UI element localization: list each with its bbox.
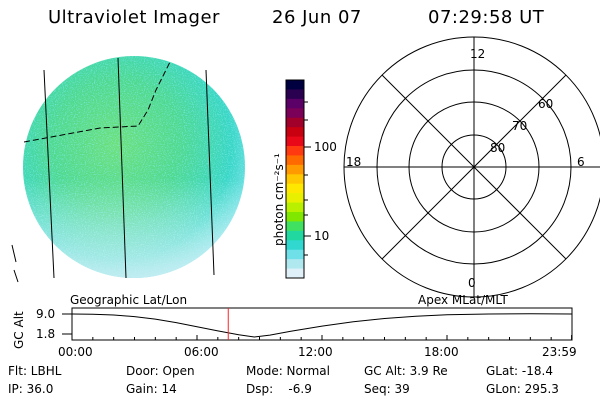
colorbar-swatch [286,183,304,194]
mlat-label-60: 60 [538,97,554,111]
dsp-info: Dsp: -6.9 [246,382,312,396]
colorbar-swatch [286,98,304,109]
mlt-label-12: 12 [470,47,486,61]
colorbar-swatch [286,193,304,204]
colorbar-swatch [286,202,304,213]
apex-label: Apex MLat/MLT [418,293,508,307]
colorbar-swatch [286,146,304,156]
gc-alt-axis-label: GC Alt [12,311,26,349]
colorbar-swatch [286,108,304,119]
colorbar-swatch [286,212,304,222]
instrument-title: Ultraviolet Imager [48,7,220,28]
colorbar-border [285,79,305,279]
geographic-label: Geographic Lat/Lon [70,293,188,307]
mlat-label-80: 80 [490,141,506,155]
glon-info: GLon: 295.3 [486,382,559,396]
y-min-label: 1.8 [36,327,56,341]
colorbar-swatch [286,240,304,251]
colorbar-swatch [286,230,304,241]
mlt-label-18: 18 [346,155,362,169]
colorbar [285,79,305,279]
gain-info: Gain: 14 [126,382,177,396]
mlat-label-70: 70 [512,119,528,133]
tick-label-0000: 00:00 [58,345,93,359]
colorbar-swatch [286,221,304,232]
colorbar-swatch [286,164,304,175]
glat-info: GLat: -18.4 [486,364,553,378]
tick-label-1200: 12:00 [298,345,333,359]
date-text: 26 Jun 07 [272,7,362,28]
colorbar-swatch [286,259,304,270]
tick-label-0600: 06:00 [184,345,219,359]
seq-info: Seq: 39 [364,382,410,396]
colorbar-swatch [286,89,304,100]
door-info: Door: Open [126,364,195,378]
colorbar-swatch [286,80,304,90]
altitude-curve [71,313,572,338]
filter-info: Flt: LBHL [8,364,62,378]
colorbar-unit-label: photon cm⁻²s⁻¹ [272,153,286,246]
mlt-label-0: 0 [468,276,476,290]
gc-alt-info: GC Alt: 3.9 Re [364,364,448,378]
tick-label-2359: 23:59 [542,345,577,359]
colorbar-swatch [286,174,304,185]
tick-label-1800: 18:00 [424,345,459,359]
y-max-label: 9.0 [36,307,56,321]
time-text: 07:29:58 UT [428,7,545,28]
colorbar-swatch [286,117,304,128]
mode-info: Mode: Normal [246,364,330,378]
ip-info: IP: 36.0 [8,382,54,396]
timeline-plot [62,307,573,341]
colorbar-ticks [304,101,311,256]
colorbar-tick-10: 10 [314,229,330,243]
colorbar-swatch [286,155,304,166]
colorbar-swatch [286,127,304,138]
mlt-label-6: 6 [577,155,585,169]
timeline-ticks [71,335,573,340]
colorbar-swatch [286,268,304,279]
uv-image [11,56,245,283]
colorbar-swatch [286,136,304,147]
colorbar-swatch [286,249,304,260]
colorbar-tick-100: 100 [314,140,337,154]
polar-plot [343,36,600,298]
geo-grid-lines [11,57,215,283]
